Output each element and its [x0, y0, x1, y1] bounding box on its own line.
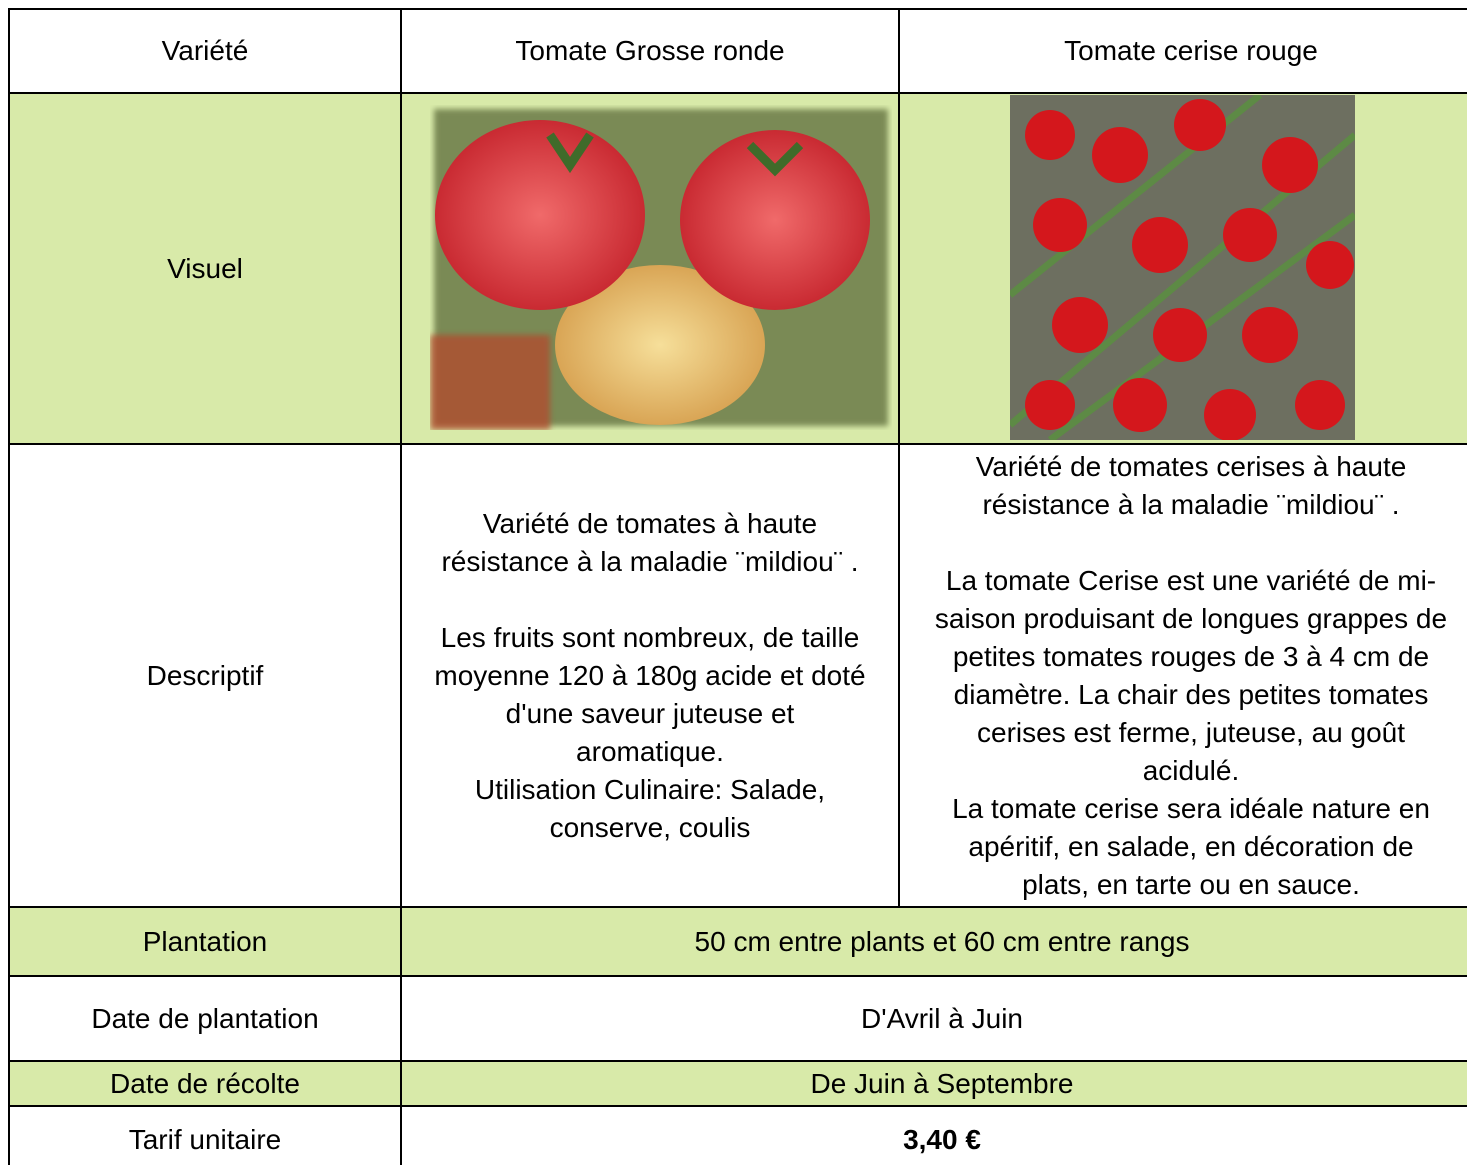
- description-line: saison produisant de longues grappes de: [934, 602, 1448, 634]
- description-line: conserve, coulis: [549, 811, 751, 843]
- row-label: Date de plantation: [91, 1002, 319, 1034]
- description-cell: Variété de tomates à haute résistance à l…: [400, 443, 900, 908]
- paragraph: La tomate Cerise est une variété de mi-s…: [935, 562, 1447, 904]
- paragraph: Variété de tomates à haute résistance à l…: [441, 505, 858, 581]
- description-line: apéritif, en salade, en décoration de: [968, 830, 1414, 862]
- description-line: Utilisation Culinaire: Salade,: [474, 773, 826, 805]
- row-value: 50 cm entre plants et 60 cm entre rangs: [694, 925, 1190, 957]
- description-line: résistance à la maladie ¨mildiou¨ .: [441, 545, 859, 577]
- value-cell: 3,40 €: [400, 1105, 1467, 1165]
- description-line: d'une saveur juteuse et: [505, 697, 795, 729]
- paragraph: Variété de tomates cerises à haute résist…: [976, 448, 1407, 524]
- row-label: Visuel: [167, 252, 243, 284]
- description-line: plats, en tarte ou en sauce.: [1022, 868, 1360, 900]
- row-label-cell: Date de plantation: [8, 975, 402, 1062]
- row-label: Tarif unitaire: [128, 1123, 282, 1155]
- row-label: Plantation: [142, 925, 268, 957]
- description-line: acidulé.: [1142, 754, 1240, 786]
- row-label-cell: Plantation: [8, 906, 402, 977]
- description-line: résistance à la maladie ¨mildiou¨ .: [982, 488, 1400, 520]
- value-cell: D'Avril à Juin: [400, 975, 1467, 1062]
- description-line: diamètre. La chair des petites tomates: [953, 678, 1429, 710]
- image-cerise-rouge: [1010, 95, 1355, 440]
- row-label-cell: Tarif unitaire: [8, 1105, 402, 1165]
- description-line: cerises est ferme, juteuse, au goût: [977, 716, 1405, 748]
- image-grosse-ronde: [430, 109, 888, 430]
- row-value: 3,40 €: [903, 1123, 981, 1155]
- row-label: Variété: [161, 35, 249, 66]
- value-cell: De Juin à Septembre: [400, 1060, 1467, 1107]
- row-label-cell: Date de récolte: [8, 1060, 402, 1107]
- description-line: La tomate Cerise est une variété de mi-: [945, 564, 1437, 596]
- variety-name: Tomate cerise rouge: [1064, 35, 1318, 66]
- header-cell: Tomate Grosse ronde: [400, 8, 900, 94]
- description-line: moyenne 120 à 180g acide et doté: [434, 659, 866, 691]
- description-line: La tomate cerise sera idéale nature en: [952, 792, 1430, 824]
- paragraph: Les fruits sont nombreux, de taille moyen…: [434, 619, 865, 847]
- value-cell: 50 cm entre plants et 60 cm entre rangs: [400, 906, 1467, 977]
- row-label-cell: Visuel: [8, 92, 402, 445]
- description-line: Variété de tomates à haute: [482, 507, 818, 539]
- row-label: Descriptif: [146, 659, 264, 691]
- description-cell: Variété de tomates cerises à haute résist…: [898, 443, 1467, 908]
- row-label-cell: Descriptif: [8, 443, 402, 908]
- variety-name: Tomate Grosse ronde: [515, 35, 785, 66]
- description-line: Les fruits sont nombreux, de taille: [440, 621, 860, 653]
- row-value: De Juin à Septembre: [810, 1067, 1074, 1099]
- description-line: petites tomates rouges de 3 à 4 cm de: [952, 640, 1430, 672]
- header-label-cell: Variété: [8, 8, 402, 94]
- row-value: D'Avril à Juin: [861, 1002, 1023, 1034]
- description-line: aromatique.: [576, 735, 724, 767]
- row-label: Date de récolte: [110, 1067, 300, 1099]
- description-line: Variété de tomates cerises à haute: [975, 450, 1407, 482]
- header-cell: Tomate cerise rouge: [898, 8, 1467, 94]
